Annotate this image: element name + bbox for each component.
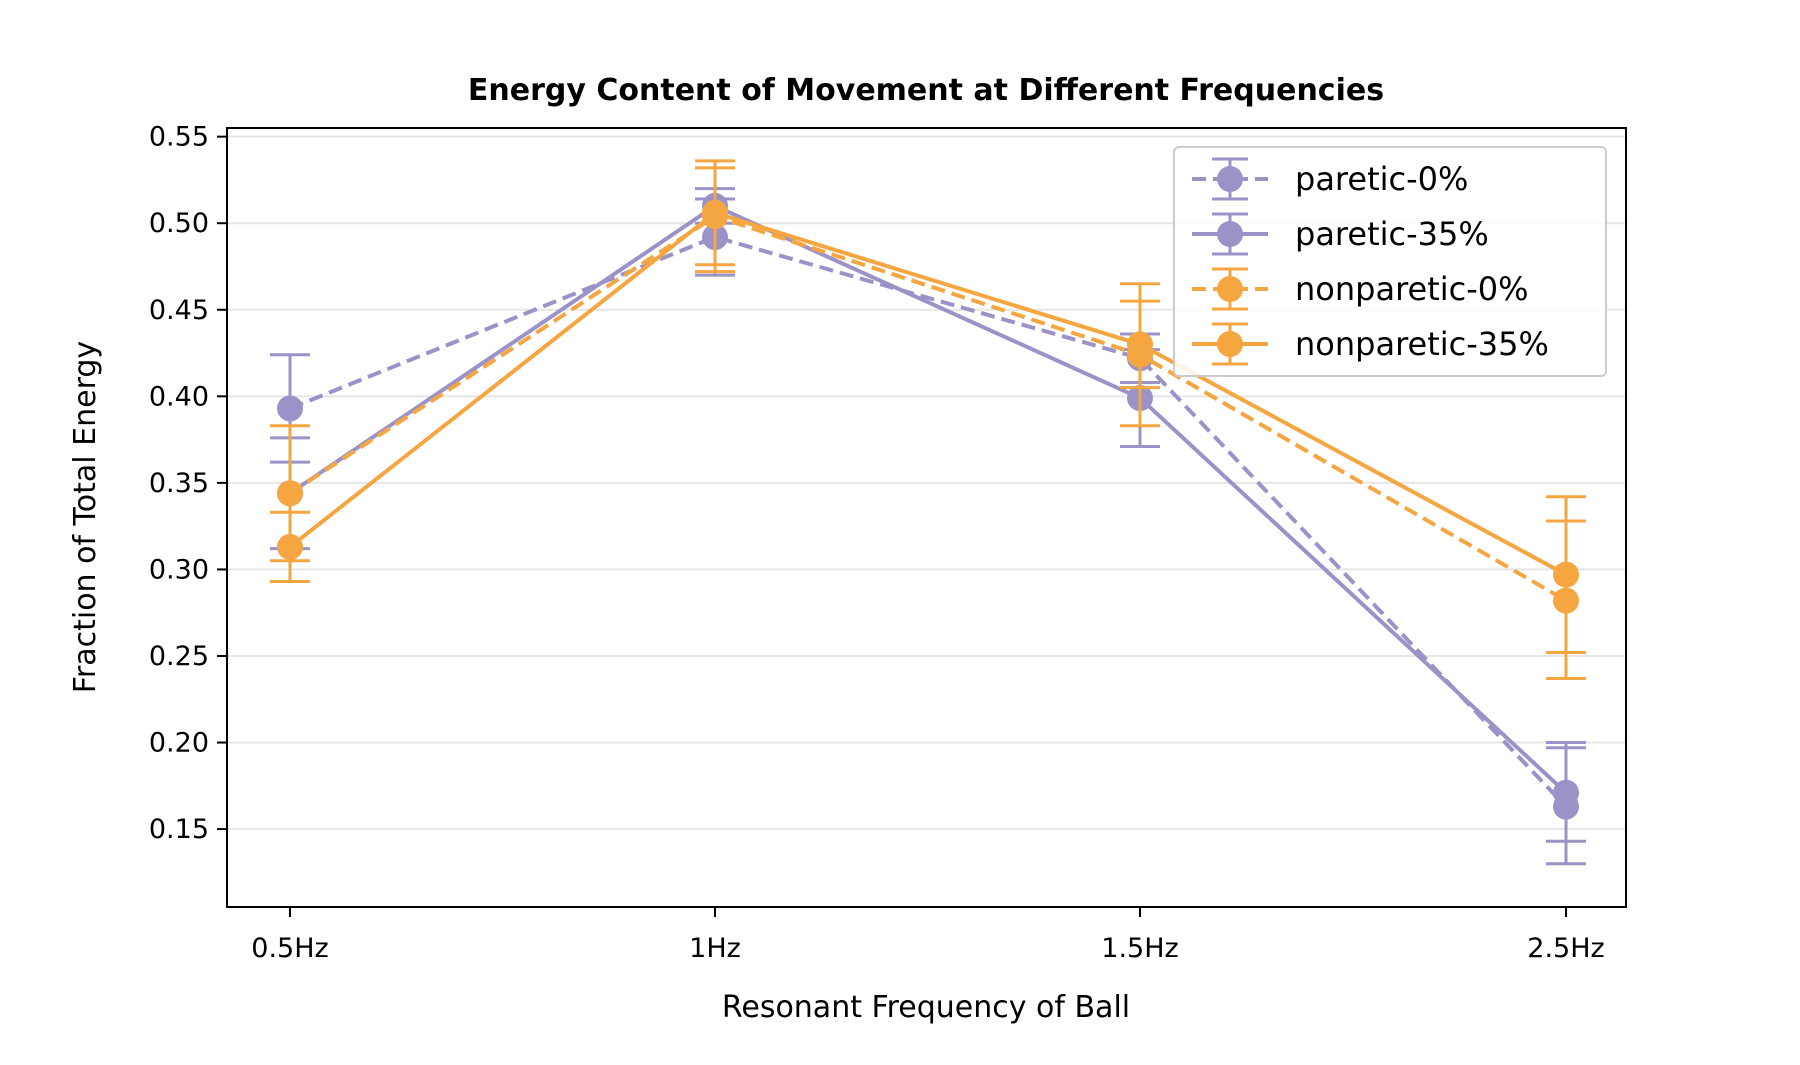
- legend-marker: [1217, 166, 1243, 192]
- data-point: [1127, 331, 1153, 358]
- data-point: [277, 395, 303, 422]
- y-axis: 0.15 0.20 0.25 0.30 0.35 0.40 0.45 0.50 0.55: [149, 122, 227, 845]
- series-nonparetic-35%: [270, 166, 1586, 655]
- data-point: [277, 533, 303, 560]
- legend-label: paretic-35%: [1295, 215, 1489, 253]
- series-line: [289, 234, 1568, 808]
- legend-marker: [1217, 221, 1243, 247]
- legend-marker: [1217, 276, 1243, 302]
- legend-box: [1173, 146, 1607, 377]
- x-axis-label: Resonant Frequency of Ball: [722, 990, 1130, 1025]
- plot-frame: [226, 127, 1627, 908]
- legend-item: paretic-0%: [1192, 157, 1468, 201]
- y-tick-label: 0.55: [149, 122, 209, 153]
- y-tick-label: 0.30: [149, 554, 209, 585]
- legend-label: nonparetic-35%: [1295, 325, 1549, 363]
- x-tick-label: 1.5Hz: [1101, 933, 1178, 964]
- x-tick-label: 0.5Hz: [251, 933, 328, 964]
- legend: paretic-0% paretic-35% nonparetic-0% nonpar…: [1173, 146, 1607, 377]
- data-point: [702, 199, 728, 226]
- legend-item: nonparetic-0%: [1192, 267, 1529, 311]
- legend-item: paretic-35%: [1192, 212, 1489, 256]
- y-axis-label: Fraction of Total Energy: [68, 341, 103, 693]
- y-tick-label: 0.15: [149, 814, 209, 845]
- legend-label: paretic-0%: [1295, 160, 1468, 198]
- x-tick-label: 1Hz: [689, 933, 741, 964]
- x-axis: 0.5Hz 1Hz 1.5Hz 2.5Hz: [251, 907, 1605, 964]
- series-line: [288, 210, 1567, 577]
- legend-label: nonparetic-0%: [1295, 270, 1529, 308]
- series-line: [288, 203, 1568, 795]
- series-group: [270, 159, 1586, 866]
- y-tick-label: 0.20: [149, 728, 209, 759]
- data-point: [277, 480, 303, 507]
- legend-marker: [1217, 331, 1243, 357]
- series-line: [288, 214, 1567, 603]
- y-tick-label: 0.35: [149, 468, 209, 499]
- data-point: [1553, 561, 1579, 588]
- data-point: [1553, 779, 1579, 806]
- chart-title: Energy Content of Movement at Different …: [468, 73, 1384, 108]
- y-tick-label: 0.40: [149, 381, 209, 412]
- y-tick-label: 0.45: [149, 295, 209, 326]
- grid-lines: [227, 135, 1626, 831]
- x-tick-label: 2.5Hz: [1527, 933, 1604, 964]
- y-tick-label: 0.25: [149, 641, 209, 672]
- y-tick-label: 0.50: [149, 208, 209, 239]
- legend-item: nonparetic-35%: [1192, 322, 1549, 366]
